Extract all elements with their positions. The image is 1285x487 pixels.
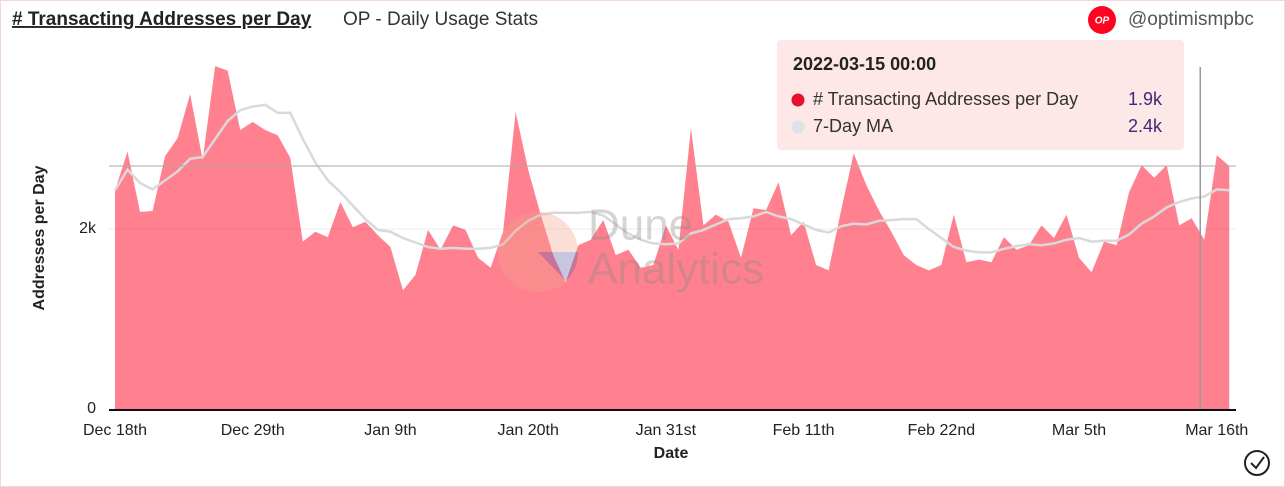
y-tick-label: 2k (79, 220, 97, 237)
tooltip-box (777, 40, 1184, 150)
tooltip-value: 2.4k (1128, 116, 1163, 136)
author[interactable]: @optimismpbc (1128, 9, 1254, 30)
chart-title: # Transacting Addresses per Day (12, 9, 312, 30)
x-tick-label: Mar 16th (1185, 422, 1248, 439)
x-tick-label: Jan 9th (364, 422, 416, 439)
chart-subtitle: OP - Daily Usage Stats (343, 9, 538, 30)
check-circle[interactable] (1244, 450, 1270, 476)
tooltip-dot (791, 93, 805, 107)
watermark: Dune Analytics (498, 201, 764, 294)
x-axis-label: Date (654, 445, 689, 462)
tooltip-series-name: 7-Day MA (813, 116, 893, 136)
line (113, 103, 1230, 254)
area (115, 66, 1230, 409)
x-tick-label: Feb 11th (773, 422, 835, 439)
plot-area: 0 2k Dec 18th Dec 29th Jan 9th Jan 20th Jan 31… (79, 66, 1248, 439)
check-icon[interactable] (1244, 450, 1270, 476)
x-tick-label: Jan 31st (636, 422, 697, 439)
x-tick-label: Dec 29th (221, 422, 285, 439)
tooltip: 2022-03-15 00:00 # Transacting Addresses… (777, 40, 1184, 150)
x-tick-label: Mar 5th (1052, 422, 1106, 439)
x-tick-label: Jan 20th (497, 422, 558, 439)
tooltip-series-name: # Transacting Addresses per Day (813, 89, 1078, 109)
watermark-logo-slice (538, 252, 579, 281)
y-axis-label: Addresses per Day (31, 165, 48, 310)
tooltip-dot (791, 120, 805, 134)
watermark-text: Dune (588, 201, 693, 250)
tooltip-title: 2022-03-15 00:00 (793, 54, 936, 74)
watermark-text: Analytics (588, 245, 764, 294)
author-logo: OP (1095, 16, 1110, 27)
x-tick-label: Dec 18th (83, 422, 147, 439)
author-avatar (1088, 6, 1116, 34)
check-mark[interactable] (1250, 456, 1265, 470)
watermark-logo (498, 212, 578, 292)
x-tick-label: Feb 22nd (908, 422, 976, 439)
y-tick-label: 0 (87, 400, 96, 417)
tooltip-value: 1.9k (1128, 89, 1163, 109)
